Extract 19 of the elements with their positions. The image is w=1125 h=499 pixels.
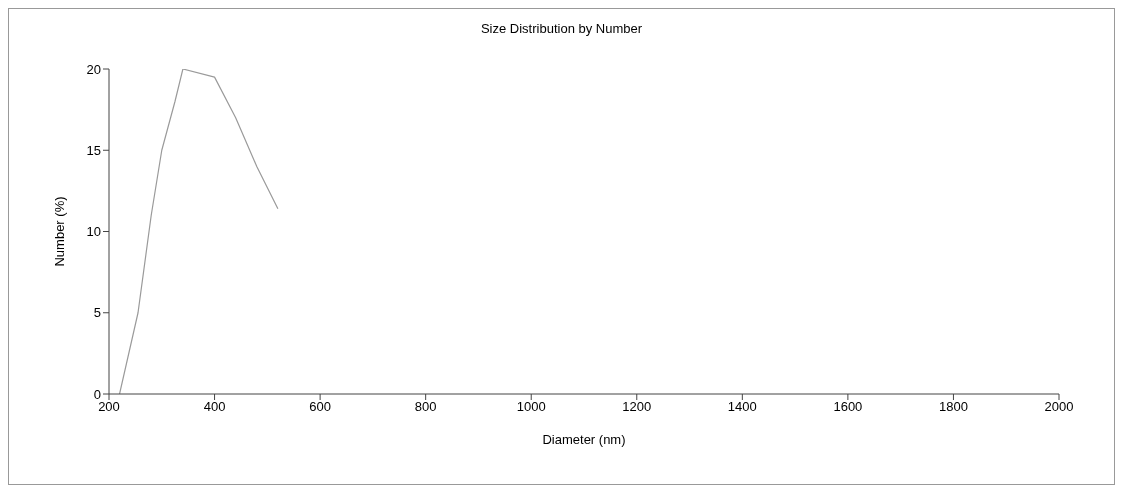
x-tick-label: 1000 [516, 399, 546, 415]
x-tick-label: 1600 [833, 399, 863, 415]
x-tick-label: 2000 [1044, 399, 1074, 415]
x-tick-label: 1400 [727, 399, 757, 415]
y-tick-label: 0 [93, 386, 101, 402]
x-tick-label: 600 [309, 399, 331, 415]
line-series [118, 69, 279, 394]
y-tick-label: 5 [93, 305, 101, 321]
x-tick-label: 1200 [622, 399, 652, 415]
y-axis-title: Number (%) [51, 196, 67, 267]
x-tick-label: 400 [203, 399, 226, 415]
x-tick-label: 1800 [938, 399, 968, 415]
y-tick-label: 10 [86, 224, 101, 240]
y-tick-label: 20 [86, 61, 101, 77]
x-tick-label: 200 [98, 399, 120, 415]
x-tick-label: 800 [414, 399, 437, 415]
y-tick-label: 15 [86, 142, 101, 158]
chart-title: Size Distribution by Number [479, 21, 644, 36]
x-axis-title: Diameter (nm) [542, 432, 626, 447]
